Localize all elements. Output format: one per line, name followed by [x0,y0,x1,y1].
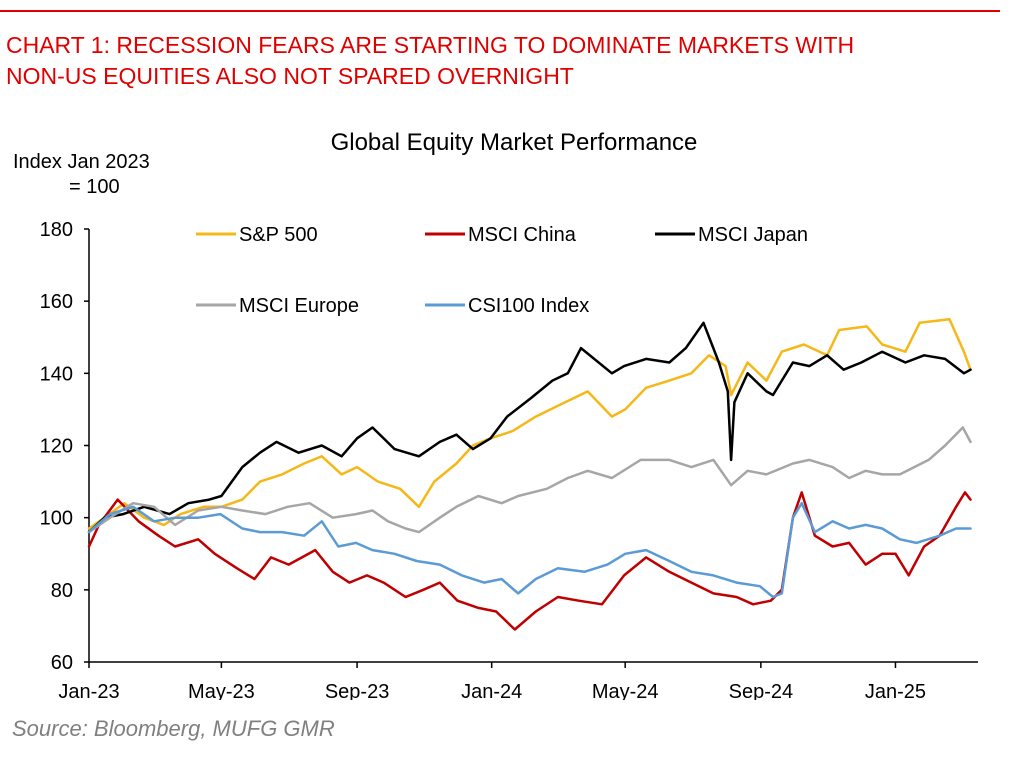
legend-item: MSCI Europe [196,295,359,317]
y-tick-label: 80 [51,580,73,602]
y-axis-label-line-1: Index Jan 2023 [13,151,150,173]
series-line-s-p-500 [87,317,972,530]
legend-item: S&P 500 [196,224,318,246]
series-lines [87,317,972,631]
x-tick-label: Jan-24 [461,681,522,700]
legend-label: S&P 500 [239,224,318,246]
x-tick-label: Jan-25 [865,681,926,700]
x-tick-label: Sep-23 [325,681,390,700]
series-line-csi100-index [87,501,972,599]
legend: S&P 500 MSCI China MSCI Japan MSCI Europe CS… [196,224,808,317]
legend-label: MSCI Europe [239,295,359,317]
legend-label: MSCI Japan [698,224,808,246]
axes: 60 80 100 120 140 160 180 Jan-23 May-23 Sep-23 Jan… [40,219,978,700]
y-tick-label: 160 [40,291,73,313]
x-tick-label: May-24 [592,681,659,700]
headline-line-1: CHART 1: RECESSION FEARS ARE STARTING TO… [6,32,855,58]
y-tick-label: 140 [40,363,73,385]
x-tick-label: Sep-24 [729,681,794,700]
legend-label: MSCI China [468,224,577,246]
series-line-msci-europe [87,426,972,534]
y-tick-label: 120 [40,436,73,458]
legend-item: MSCI Japan [655,224,808,246]
equity-performance-chart: Global Equity Market Performance Index J… [13,129,978,700]
x-tick-label: May-23 [188,681,255,700]
y-tick-label: 60 [51,652,73,674]
y-axis-label-line-2: = 100 [69,176,120,198]
y-tick-label: 180 [40,219,73,241]
source-note: Source: Bloomberg, MUFG GMR [12,716,335,741]
headline: CHART 1: RECESSION FEARS ARE STARTING TO… [6,30,1006,92]
chart-title: Global Equity Market Performance [331,129,698,156]
legend-label: CSI100 Index [468,295,589,317]
top-rule [0,10,1000,12]
series-line-msci-japan [87,321,972,534]
headline-line-2: NON-US EQUITIES ALSO NOT SPARED OVERNIGH… [6,63,574,89]
legend-item: CSI100 Index [425,295,589,317]
y-tick-label: 100 [40,508,73,530]
legend-item: MSCI China [425,224,577,246]
x-tick-label: Jan-23 [58,681,119,700]
series-line-msci-china [87,491,972,631]
